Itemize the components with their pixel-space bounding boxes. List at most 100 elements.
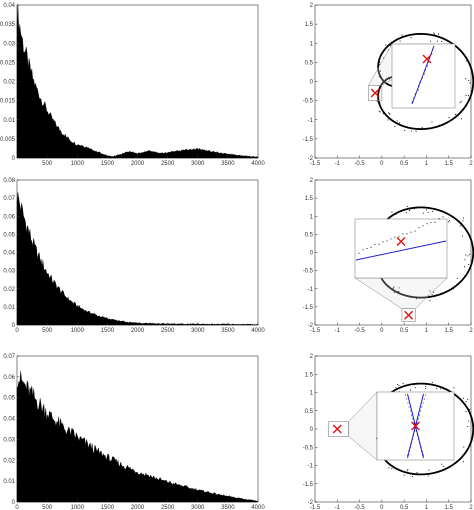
- sample-dot: [396, 38, 398, 40]
- y-tick-label: 0.5: [305, 409, 314, 415]
- inset-dot: [421, 406, 423, 408]
- inset-dot: [411, 438, 413, 440]
- inset-dot: [432, 49, 434, 51]
- y-tick-label: 0: [12, 156, 16, 162]
- y-tick-label: -2: [308, 500, 314, 506]
- sample-dot: [465, 400, 467, 403]
- sample-dot: [460, 118, 462, 120]
- x-tick-label: 4000: [251, 328, 265, 334]
- sample-dot: [379, 111, 381, 113]
- y-tick-label: -2: [308, 156, 314, 162]
- sample-dot: [428, 469, 430, 471]
- sample-dot: [416, 472, 418, 474]
- sample-dot: [433, 32, 435, 34]
- y-tick-label: 0.05: [3, 232, 15, 238]
- inset-dot: [417, 89, 419, 91]
- sample-dot: [441, 124, 443, 126]
- sample-dot: [398, 291, 400, 293]
- sample-dot: [448, 117, 450, 119]
- y-tick-label: 1: [310, 391, 314, 397]
- sample-dot: [396, 120, 398, 122]
- y-tick-label: -1: [308, 118, 314, 124]
- sample-dot: [422, 212, 424, 214]
- sample-dot: [454, 114, 457, 116]
- sample-dot: [452, 288, 455, 290]
- inset-dot: [374, 243, 376, 245]
- x-tick-label: 2: [469, 328, 473, 334]
- sample-dot: [468, 79, 470, 82]
- sample-dot: [388, 78, 391, 80]
- y-tick-label: -1.5: [303, 482, 314, 488]
- y-tick-label: 0.07: [3, 196, 15, 202]
- sample-dot: [376, 100, 378, 102]
- sample-dot: [399, 122, 401, 124]
- x-tick-label: -1.5: [310, 505, 321, 510]
- y-tick-label: 1.5: [305, 22, 314, 28]
- y-tick-label: 2: [310, 3, 314, 9]
- sample-dot: [379, 70, 382, 72]
- sample-dot: [380, 55, 382, 57]
- sample-dot: [384, 81, 386, 83]
- x-tick-label: 4000: [251, 505, 265, 510]
- histogram-panel-2: 0 500 1000 1500 2000 2500 3000 3500 4000 0 0.01 0.0…: [3, 178, 265, 334]
- sample-dot: [406, 470, 408, 472]
- sample-dot: [410, 473, 412, 475]
- sample-dot: [395, 291, 398, 293]
- series-area: [16, 192, 259, 326]
- sample-dot: [465, 78, 467, 80]
- x-tick-label: -0.5: [354, 328, 365, 334]
- sample-dot: [432, 210, 434, 212]
- x-tick-label: 1: [425, 505, 429, 510]
- sample-dot: [459, 225, 461, 227]
- inset-dot: [410, 231, 412, 233]
- y-tick-label: 0.01: [3, 305, 15, 311]
- inset-box: [354, 218, 448, 279]
- x-tick-label: 2: [469, 505, 473, 510]
- sample-dot: [459, 102, 461, 104]
- inset-dot: [430, 221, 432, 223]
- inset-dot: [421, 77, 423, 79]
- sample-dot: [408, 209, 411, 211]
- y-tick-label: -1.5: [303, 137, 314, 143]
- sample-dot: [436, 388, 438, 390]
- y-tick-label: 0.025: [0, 60, 16, 66]
- sample-dot: [427, 475, 429, 477]
- sample-dot: [437, 33, 439, 35]
- sample-dot: [406, 208, 408, 210]
- sample-dot: [469, 408, 471, 410]
- sample-dot: [413, 208, 415, 210]
- inset-dot: [429, 57, 431, 59]
- sample-dot: [389, 113, 391, 115]
- sample-dot: [380, 77, 382, 79]
- y-tick-label: 0.04: [3, 417, 15, 423]
- inset-dot: [414, 430, 416, 432]
- y-tick-label: 1: [310, 41, 314, 47]
- sample-dot: [430, 40, 432, 42]
- zoom-region-box: [368, 85, 383, 101]
- y-tick-label: 0.03: [3, 437, 15, 443]
- sample-dot: [385, 44, 387, 46]
- y-tick-label: 2: [310, 354, 314, 360]
- sample-dot: [421, 127, 423, 129]
- x-tick-label: 1: [425, 328, 429, 334]
- sample-dot: [467, 398, 469, 400]
- y-tick-label: 0.05: [3, 396, 15, 402]
- inset-dot: [417, 85, 419, 87]
- x-tick-label: 1000: [71, 328, 85, 334]
- sample-dot: [393, 286, 395, 288]
- sample-dot: [394, 39, 397, 41]
- sample-dot: [378, 76, 380, 78]
- inset-dot: [426, 65, 428, 67]
- sample-dot: [407, 468, 409, 471]
- inset-dot: [413, 434, 414, 436]
- inset-dot: [409, 410, 411, 412]
- sample-dot: [443, 388, 445, 390]
- inset-dot: [358, 252, 360, 254]
- inset-dot: [406, 398, 408, 400]
- sample-dot: [385, 79, 387, 81]
- sample-dot: [394, 126, 396, 128]
- x-tick-label: -1.5: [310, 328, 321, 334]
- sample-dot: [391, 211, 393, 213]
- sample-dot: [438, 124, 440, 126]
- x-tick-label: -1: [335, 161, 341, 167]
